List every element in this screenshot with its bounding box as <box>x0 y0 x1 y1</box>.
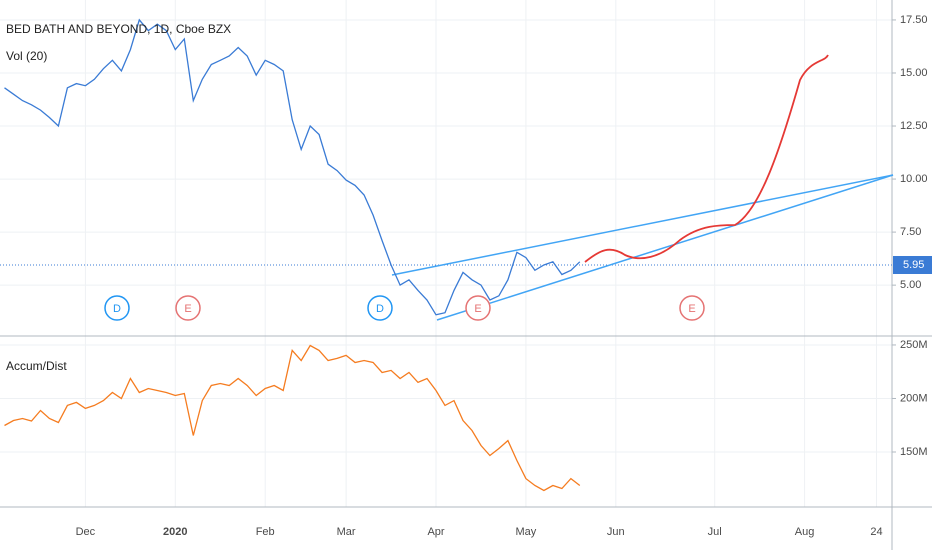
event-marker <box>679 295 705 321</box>
y-tick-label: 5.00 <box>900 279 921 291</box>
y-tick-label: 17.50 <box>900 14 928 26</box>
x-tick-label: Jun <box>607 526 625 538</box>
y-tick-label: 7.50 <box>900 226 921 238</box>
event-marker <box>104 295 130 321</box>
trend-line <box>391 174 894 276</box>
x-tick-label: Dec <box>76 526 96 538</box>
volume-label: Vol (20) <box>6 49 47 63</box>
x-tick-label: Jul <box>708 526 722 538</box>
series-line <box>4 344 581 492</box>
x-tick-label: May <box>516 526 537 538</box>
last-price-box <box>893 256 932 274</box>
y2-tick-label: 150M <box>900 446 928 458</box>
event-marker <box>465 295 491 321</box>
y-tick-label: 12.50 <box>900 120 928 132</box>
projection-drawing <box>584 54 829 263</box>
indicator-label: Accum/Dist <box>6 359 67 373</box>
event-label: D <box>113 303 121 315</box>
x-tick-label: 24 <box>870 526 882 538</box>
event-label: D <box>376 303 384 315</box>
trend-line <box>436 174 894 321</box>
chart-title: BED BATH AND BEYOND, 1D, Cboe BZX <box>6 22 231 36</box>
event-marker <box>175 295 201 321</box>
event-label: E <box>474 303 481 315</box>
x-tick-label: Apr <box>427 526 444 538</box>
last-price-label: 5.95 <box>903 259 924 271</box>
event-marker <box>367 295 393 321</box>
event-label: E <box>688 303 695 315</box>
y2-tick-label: 250M <box>900 339 928 351</box>
series-line <box>4 18 581 316</box>
y-tick-label: 10.00 <box>900 173 928 185</box>
grid <box>0 0 892 507</box>
y-tick-label: 15.00 <box>900 67 928 79</box>
x-tick-label: Feb <box>256 526 275 538</box>
x-tick-label: Aug <box>795 526 815 538</box>
x-tick-label: 2020 <box>163 526 187 538</box>
event-label: E <box>184 303 191 315</box>
y2-tick-label: 200M <box>900 392 928 404</box>
x-tick-label: Mar <box>337 526 356 538</box>
